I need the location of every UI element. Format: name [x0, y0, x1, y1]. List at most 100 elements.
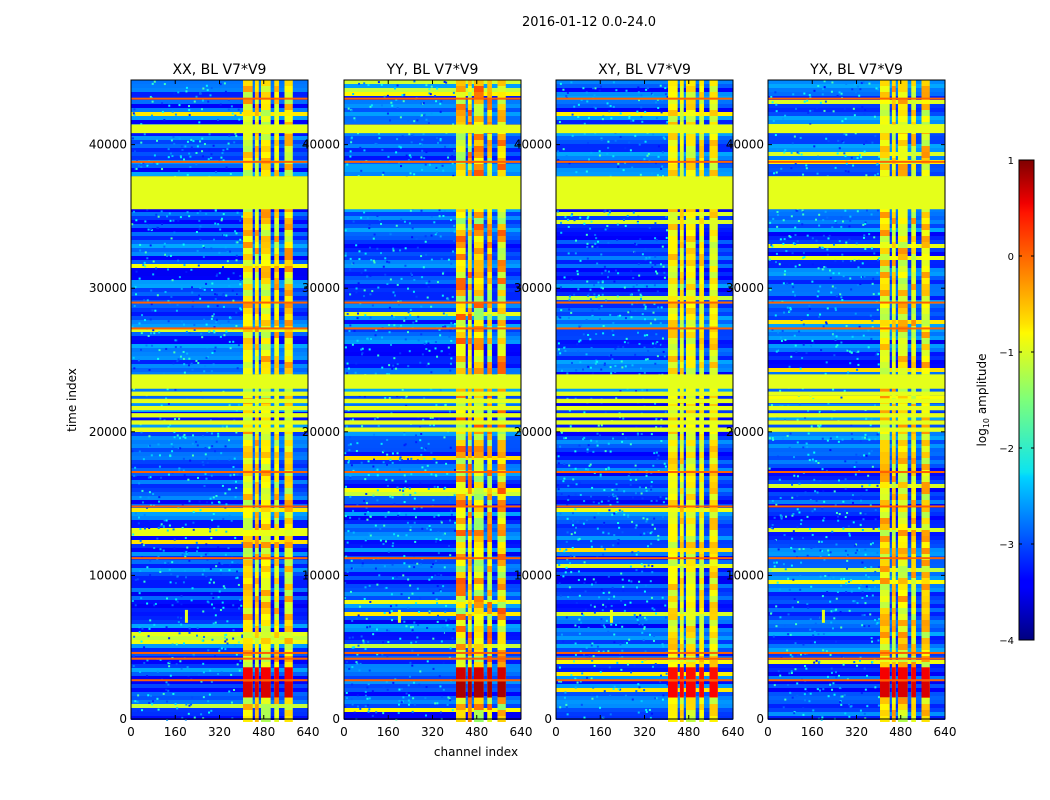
- rfi-line: [556, 301, 733, 304]
- heatmap-row: [344, 664, 521, 668]
- heatmap-cell: [142, 544, 145, 547]
- heatmap-cell: [221, 294, 224, 297]
- rfi-cell: [699, 266, 704, 272]
- heatmap-cell: [212, 597, 215, 600]
- heatmap-cell: [142, 264, 145, 267]
- heatmap-cell: [133, 168, 136, 171]
- heatmap-cell: [421, 168, 424, 171]
- heatmap-cell: [429, 528, 432, 531]
- rfi-cell: [456, 170, 466, 176]
- rfi-cell: [487, 80, 492, 86]
- heatmap-cell: [171, 279, 174, 282]
- rfi-cell: [467, 578, 472, 584]
- heatmap-cell: [164, 561, 167, 564]
- heatmap-row: [556, 396, 733, 400]
- heatmap-cell: [224, 640, 227, 643]
- heatmap-row: [344, 460, 521, 464]
- heatmap-cell: [368, 532, 371, 535]
- panel-3: YX, BL V7*V90 160 320 480 640010000200003000…: [726, 62, 957, 739]
- rfi-cell: [260, 710, 271, 716]
- rfi-cell: [709, 644, 718, 650]
- heatmap-row: [131, 340, 308, 344]
- heatmap-cell: [169, 674, 172, 677]
- heatmap-row: [344, 704, 521, 708]
- heatmap-cell: [182, 350, 185, 353]
- rfi-cell: [254, 362, 259, 368]
- heatmap-cell: [586, 676, 589, 679]
- heatmap-row: [344, 456, 521, 460]
- heatmap-cell: [191, 286, 194, 289]
- heatmap-cell: [408, 222, 411, 225]
- heatmap-cell: [567, 218, 570, 221]
- heatmap-row: [556, 508, 733, 512]
- rfi-line: [344, 651, 521, 654]
- heatmap-cell: [146, 164, 149, 167]
- heatmap-cell: [167, 320, 170, 323]
- rfi-cell: [260, 602, 271, 608]
- heatmap-cell: [376, 489, 379, 492]
- heatmap-cell: [663, 137, 666, 140]
- heatmap-cell: [355, 450, 358, 453]
- heatmap-cell: [643, 371, 646, 374]
- heatmap-cell: [202, 87, 205, 90]
- rfi-cell: [473, 218, 484, 224]
- heatmap-cell: [655, 117, 658, 120]
- heatmap-cell: [408, 701, 411, 704]
- heatmap-cell: [361, 351, 364, 354]
- heatmap-cell: [212, 313, 215, 316]
- heatmap-cell: [422, 266, 425, 269]
- rfi-cell: [699, 602, 704, 608]
- heatmap-row: [131, 560, 308, 564]
- heatmap-cell: [234, 536, 237, 539]
- heatmap-cell: [369, 105, 372, 108]
- rfi-cell: [497, 416, 506, 422]
- heatmap-cell: [609, 104, 612, 107]
- heatmap-cell: [382, 265, 385, 268]
- heatmap-cell: [235, 409, 238, 412]
- heatmap-cell: [589, 227, 592, 230]
- heatmap-cell: [198, 227, 201, 230]
- rfi-cell: [699, 98, 704, 104]
- heatmap-cell: [223, 586, 226, 589]
- heatmap-row: [556, 320, 733, 324]
- heatmap-cell: [653, 452, 656, 455]
- heatmap-cell: [364, 269, 367, 272]
- heatmap-cell: [355, 439, 358, 442]
- heatmap-cell: [395, 575, 398, 578]
- heatmap-cell: [181, 503, 184, 506]
- heatmap-cell: [661, 698, 664, 701]
- rfi-cell: [679, 80, 684, 86]
- rfi-cell: [243, 464, 253, 470]
- heatmap-cell: [661, 151, 664, 154]
- rfi-cell: [456, 236, 466, 242]
- rfi-cell: [284, 440, 293, 446]
- rfi-cell: [699, 512, 704, 518]
- heatmap-cell: [138, 592, 141, 595]
- heatmap-cell: [624, 437, 627, 440]
- heatmap-cell: [603, 548, 606, 551]
- heatmap-cell: [391, 104, 394, 107]
- rfi-cell: [260, 644, 271, 650]
- heatmap-cell: [199, 225, 202, 228]
- heatmap-cell: [406, 331, 409, 334]
- rfi-cell: [497, 608, 506, 614]
- heatmap-cell: [406, 606, 409, 609]
- heatmap-cell: [571, 361, 574, 364]
- heatmap-cell: [228, 488, 231, 491]
- heatmap-cell: [448, 410, 451, 413]
- heatmap-cell: [453, 213, 456, 216]
- heatmap-cell: [143, 133, 146, 136]
- heatmap-cell: [567, 252, 570, 255]
- heatmap-cell: [196, 476, 199, 479]
- x-tick-label: 320: [421, 725, 444, 739]
- heatmap-cell: [662, 136, 665, 139]
- heatmap-cell: [647, 564, 650, 567]
- rfi-cell: [456, 278, 466, 284]
- heatmap-row: [344, 652, 521, 656]
- heatmap-cell: [653, 284, 656, 287]
- heatmap-cell: [184, 550, 187, 553]
- rfi-cell: [487, 242, 492, 248]
- heatmap-cell: [204, 447, 207, 450]
- heatmap-row: [131, 168, 308, 172]
- heatmap-cell: [428, 92, 431, 95]
